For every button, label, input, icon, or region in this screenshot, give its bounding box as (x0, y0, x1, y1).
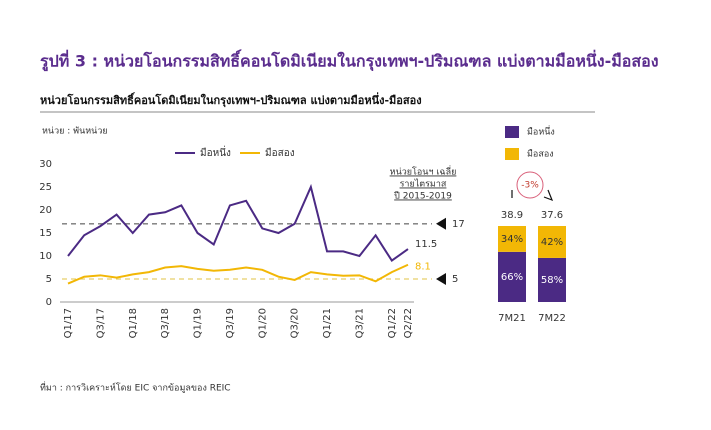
reference-marker (436, 217, 446, 230)
y-tick-label: 0 (46, 297, 52, 308)
bar-segment (498, 226, 526, 252)
x-tick-label: Q1/18 (128, 308, 139, 338)
legend-label: มือสอง (265, 147, 295, 159)
legend-label: มือหนึ่ง (200, 145, 231, 159)
x-tick-label: Q1/19 (193, 308, 204, 338)
total-label: 38.9 (501, 210, 523, 221)
series-line (67, 263, 409, 285)
segment-label: 58% (541, 275, 563, 286)
bar-segment (538, 257, 566, 302)
x-tick-label: Q1/22 (387, 308, 398, 338)
y-tick-label: 5 (46, 274, 52, 285)
x-tick-label: Q2/22 (403, 308, 414, 338)
x-tick-label: Q1/21 (322, 308, 333, 338)
chart-title: หน่วยโอนกรรมสิทธิ์คอนโดมิเนียมในกรุงเทพฯ… (40, 92, 422, 108)
segment-label: 34% (501, 234, 523, 245)
category-label: 7M22 (538, 313, 566, 324)
category-label: 7M21 (498, 313, 526, 324)
x-tick-label: Q3/20 (290, 308, 301, 338)
y-tick-label: 25 (39, 182, 52, 193)
source: ที่มา : การวิเคราะห์โดย EIC จากข้อมูลของ… (40, 381, 231, 394)
y-tick-label: 10 (39, 251, 52, 262)
segment-label: 66% (501, 272, 523, 283)
y-tick-label: 15 (39, 228, 52, 239)
legend-label: มือสอง (527, 149, 554, 160)
x-tick-label: Q3/18 (160, 308, 171, 338)
y-tick-label: 30 (39, 159, 52, 170)
figure-title: รูปที่ 3 : หน่วยโอนกรรมสิทธิ์คอนโดมิเนีย… (40, 50, 659, 73)
x-tick-label: Q3/17 (95, 308, 106, 338)
segment-label: 42% (541, 237, 563, 248)
annotation: รายไตรมาส (400, 179, 447, 190)
annotation: หน่วยโอนฯ เฉลี่ย (390, 165, 457, 178)
x-tick-label: Q1/20 (257, 308, 268, 338)
end-label: 11.5 (415, 239, 437, 250)
series-line (67, 183, 409, 263)
legend-label: มือหนึ่ง (527, 125, 555, 138)
bar-segment (538, 226, 566, 258)
legend-swatch (505, 126, 519, 138)
reference-label: 17 (452, 219, 465, 230)
total-label: 37.6 (541, 210, 563, 221)
legend-swatch (505, 148, 519, 160)
x-tick-label: Q3/19 (225, 308, 236, 338)
change-circle (516, 171, 544, 199)
y-axis-label: หน่วย : พันหน่วย (42, 127, 108, 137)
reference-label: 5 (452, 274, 458, 285)
x-tick-label: Q1/17 (63, 308, 74, 338)
reference-marker (436, 273, 446, 285)
y-tick-label: 20 (39, 205, 52, 216)
change-arrow (511, 189, 554, 202)
bar-segment (498, 251, 526, 302)
change-label: -3% (521, 181, 539, 191)
x-tick-label: Q3/21 (354, 308, 365, 338)
annotation: ปี 2015-2019 (394, 191, 452, 202)
end-label: 8.1 (415, 262, 431, 273)
